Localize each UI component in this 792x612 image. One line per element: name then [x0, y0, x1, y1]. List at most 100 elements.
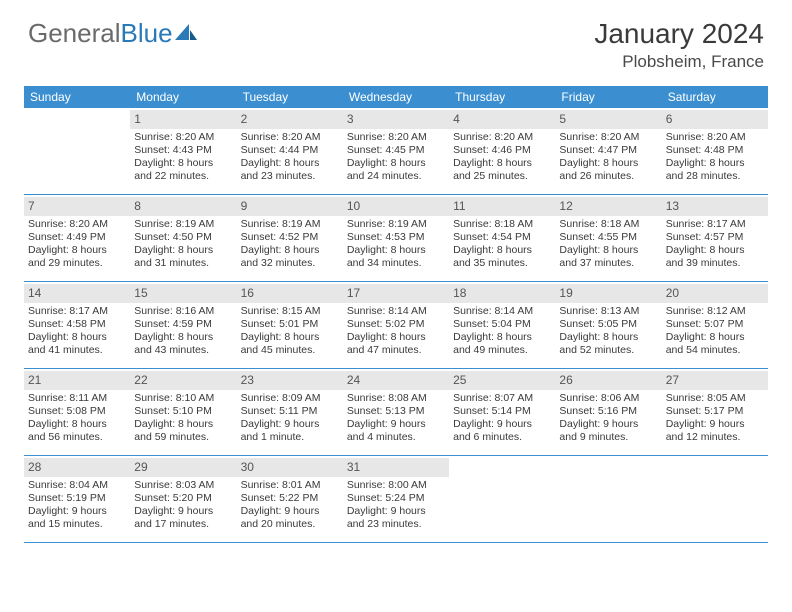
logo-text-2: Blue: [121, 18, 173, 49]
sunset-line: Sunset: 4:48 PM: [666, 144, 764, 157]
daylight-line: and 23 minutes.: [347, 518, 445, 531]
dow-saturday: Saturday: [662, 86, 768, 108]
day-number: 22: [130, 371, 236, 390]
daylight-line: Daylight: 9 hours: [241, 418, 339, 431]
sunset-line: Sunset: 4:46 PM: [453, 144, 551, 157]
daylight-line: and 41 minutes.: [28, 344, 126, 357]
week-row: 21Sunrise: 8:11 AMSunset: 5:08 PMDayligh…: [24, 369, 768, 456]
sunrise-line: Sunrise: 8:16 AM: [134, 305, 232, 318]
daylight-line: Daylight: 8 hours: [347, 157, 445, 170]
day-number: 27: [662, 371, 768, 390]
daylight-line: Daylight: 8 hours: [666, 157, 764, 170]
week-row: 1Sunrise: 8:20 AMSunset: 4:43 PMDaylight…: [24, 108, 768, 195]
daylight-line: and 9 minutes.: [559, 431, 657, 444]
sunrise-line: Sunrise: 8:14 AM: [453, 305, 551, 318]
daylight-line: and 43 minutes.: [134, 344, 232, 357]
day-number: 6: [662, 110, 768, 129]
sunset-line: Sunset: 5:05 PM: [559, 318, 657, 331]
day-number: 7: [24, 197, 130, 216]
day-cell: 4Sunrise: 8:20 AMSunset: 4:46 PMDaylight…: [449, 108, 555, 194]
daylight-line: and 47 minutes.: [347, 344, 445, 357]
daylight-line: and 32 minutes.: [241, 257, 339, 270]
day-cell: 25Sunrise: 8:07 AMSunset: 5:14 PMDayligh…: [449, 369, 555, 455]
daylight-line: and 34 minutes.: [347, 257, 445, 270]
day-cell: 29Sunrise: 8:03 AMSunset: 5:20 PMDayligh…: [130, 456, 236, 542]
sunrise-line: Sunrise: 8:20 AM: [559, 131, 657, 144]
day-cell: 24Sunrise: 8:08 AMSunset: 5:13 PMDayligh…: [343, 369, 449, 455]
daylight-line: and 6 minutes.: [453, 431, 551, 444]
week-row: 14Sunrise: 8:17 AMSunset: 4:58 PMDayligh…: [24, 282, 768, 369]
day-cell: 16Sunrise: 8:15 AMSunset: 5:01 PMDayligh…: [237, 282, 343, 368]
daylight-line: Daylight: 8 hours: [241, 244, 339, 257]
sunrise-line: Sunrise: 8:18 AM: [559, 218, 657, 231]
dow-sunday: Sunday: [24, 86, 130, 108]
sunset-line: Sunset: 5:08 PM: [28, 405, 126, 418]
daylight-line: Daylight: 8 hours: [347, 331, 445, 344]
day-cell: 7Sunrise: 8:20 AMSunset: 4:49 PMDaylight…: [24, 195, 130, 281]
dow-friday: Friday: [555, 86, 661, 108]
daylight-line: and 37 minutes.: [559, 257, 657, 270]
sunrise-line: Sunrise: 8:08 AM: [347, 392, 445, 405]
daylight-line: and 20 minutes.: [241, 518, 339, 531]
day-cell: 31Sunrise: 8:00 AMSunset: 5:24 PMDayligh…: [343, 456, 449, 542]
day-cell: [662, 456, 768, 542]
sunrise-line: Sunrise: 8:14 AM: [347, 305, 445, 318]
day-number: 10: [343, 197, 449, 216]
day-cell: 27Sunrise: 8:05 AMSunset: 5:17 PMDayligh…: [662, 369, 768, 455]
day-number: 19: [555, 284, 661, 303]
daylight-line: and 39 minutes.: [666, 257, 764, 270]
title-area: January 2024 Plobsheim, France: [594, 18, 764, 72]
sunset-line: Sunset: 5:16 PM: [559, 405, 657, 418]
day-number: 8: [130, 197, 236, 216]
day-cell: [555, 456, 661, 542]
sunrise-line: Sunrise: 8:20 AM: [666, 131, 764, 144]
day-cell: 6 Sunrise: 8:20 AMSunset: 4:48 PMDaylight…: [662, 108, 768, 194]
daylight-line: Daylight: 8 hours: [347, 244, 445, 257]
day-cell: 3Sunrise: 8:20 AMSunset: 4:45 PMDaylight…: [343, 108, 449, 194]
day-cell: [24, 108, 130, 194]
day-cell: 23Sunrise: 8:09 AMSunset: 5:11 PMDayligh…: [237, 369, 343, 455]
page-header: GeneralBlue January 2024 Plobsheim, Fran…: [0, 0, 792, 80]
day-number: 3: [343, 110, 449, 129]
daylight-line: and 23 minutes.: [241, 170, 339, 183]
daylight-line: Daylight: 8 hours: [559, 244, 657, 257]
daylight-line: Daylight: 8 hours: [453, 244, 551, 257]
daylight-line: and 25 minutes.: [453, 170, 551, 183]
sunset-line: Sunset: 4:43 PM: [134, 144, 232, 157]
location-label: Plobsheim, France: [594, 52, 764, 72]
daylight-line: Daylight: 9 hours: [347, 505, 445, 518]
sunset-line: Sunset: 5:24 PM: [347, 492, 445, 505]
sunset-line: Sunset: 4:50 PM: [134, 231, 232, 244]
daylight-line: Daylight: 8 hours: [134, 331, 232, 344]
day-cell: 2Sunrise: 8:20 AMSunset: 4:44 PMDaylight…: [237, 108, 343, 194]
daylight-line: Daylight: 8 hours: [241, 157, 339, 170]
day-cell: 28Sunrise: 8:04 AMSunset: 5:19 PMDayligh…: [24, 456, 130, 542]
day-number: 26: [555, 371, 661, 390]
dow-header-row: Sunday Monday Tuesday Wednesday Thursday…: [24, 86, 768, 108]
daylight-line: Daylight: 8 hours: [134, 418, 232, 431]
daylight-line: Daylight: 8 hours: [28, 418, 126, 431]
daylight-line: and 26 minutes.: [559, 170, 657, 183]
daylight-line: Daylight: 9 hours: [347, 418, 445, 431]
sunrise-line: Sunrise: 8:19 AM: [241, 218, 339, 231]
sunset-line: Sunset: 4:53 PM: [347, 231, 445, 244]
sunrise-line: Sunrise: 8:11 AM: [28, 392, 126, 405]
sunset-line: Sunset: 5:22 PM: [241, 492, 339, 505]
sunset-line: Sunset: 5:14 PM: [453, 405, 551, 418]
sunset-line: Sunset: 5:02 PM: [347, 318, 445, 331]
daylight-line: Daylight: 9 hours: [559, 418, 657, 431]
day-cell: 10Sunrise: 8:19 AMSunset: 4:53 PMDayligh…: [343, 195, 449, 281]
day-cell: 21Sunrise: 8:11 AMSunset: 5:08 PMDayligh…: [24, 369, 130, 455]
sunset-line: Sunset: 5:17 PM: [666, 405, 764, 418]
sunrise-line: Sunrise: 8:18 AM: [453, 218, 551, 231]
sunset-line: Sunset: 5:20 PM: [134, 492, 232, 505]
day-cell: 18Sunrise: 8:14 AMSunset: 5:04 PMDayligh…: [449, 282, 555, 368]
sunset-line: Sunset: 4:54 PM: [453, 231, 551, 244]
sunset-line: Sunset: 4:47 PM: [559, 144, 657, 157]
sunrise-line: Sunrise: 8:20 AM: [134, 131, 232, 144]
sunset-line: Sunset: 5:10 PM: [134, 405, 232, 418]
daylight-line: and 15 minutes.: [28, 518, 126, 531]
daylight-line: Daylight: 9 hours: [453, 418, 551, 431]
dow-monday: Monday: [130, 86, 236, 108]
day-number: 4: [449, 110, 555, 129]
